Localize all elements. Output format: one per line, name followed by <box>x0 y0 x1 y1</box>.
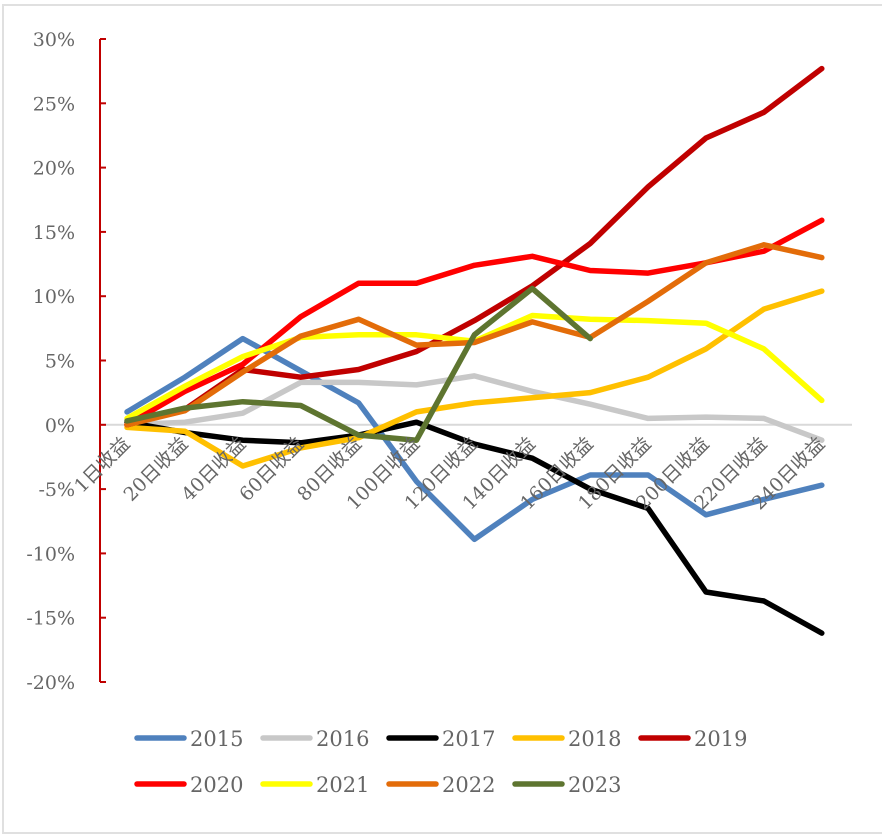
y-tick-label: 25% <box>33 93 75 115</box>
legend-item-2015: 2015 <box>137 727 243 751</box>
y-tick-label: -20% <box>26 672 75 694</box>
legend: 2015 2016 2017 2018 2019 2020 2021 2022 2023 <box>137 727 747 797</box>
y-tick-label: 5% <box>45 351 75 373</box>
legend-item-2016: 2016 <box>263 727 369 751</box>
y-axis: -20%-15%-10%-5%0%5%10%15%20%25%30% <box>26 29 106 694</box>
series-line-2016 <box>127 376 822 440</box>
y-tick-label: -10% <box>26 543 75 565</box>
legend-label: 2017 <box>442 727 495 751</box>
legend-item-2021: 2021 <box>263 773 369 797</box>
legend-item-2020: 2020 <box>137 773 243 797</box>
legend-label: 2020 <box>190 773 243 797</box>
legend-label: 2022 <box>442 773 495 797</box>
legend-label: 2016 <box>316 727 369 751</box>
series-layer <box>127 69 822 634</box>
legend-label: 2015 <box>190 727 243 751</box>
y-tick-label: 30% <box>33 29 75 51</box>
legend-item-2018: 2018 <box>515 727 621 751</box>
y-tick-label: 0% <box>45 415 75 437</box>
line-chart: -20%-15%-10%-5%0%5%10%15%20%25%30% 1日收益2… <box>0 0 882 816</box>
legend-label: 2021 <box>316 773 369 797</box>
legend-item-2022: 2022 <box>389 773 495 797</box>
legend-item-2023: 2023 <box>515 773 621 797</box>
legend-item-2019: 2019 <box>641 727 747 751</box>
legend-label: 2019 <box>694 727 747 751</box>
y-tick-label: 10% <box>33 286 75 308</box>
y-tick-label: 20% <box>33 158 75 180</box>
x-axis: 1日收益20日收益40日收益60日收益80日收益100日收益120日收益140日… <box>70 433 829 515</box>
legend-item-2017: 2017 <box>389 727 495 751</box>
y-tick-label: 15% <box>33 222 75 244</box>
y-tick-label: -15% <box>26 608 75 630</box>
series-line-2023 <box>127 289 590 441</box>
legend-label: 2023 <box>568 773 621 797</box>
legend-label: 2018 <box>568 727 621 751</box>
